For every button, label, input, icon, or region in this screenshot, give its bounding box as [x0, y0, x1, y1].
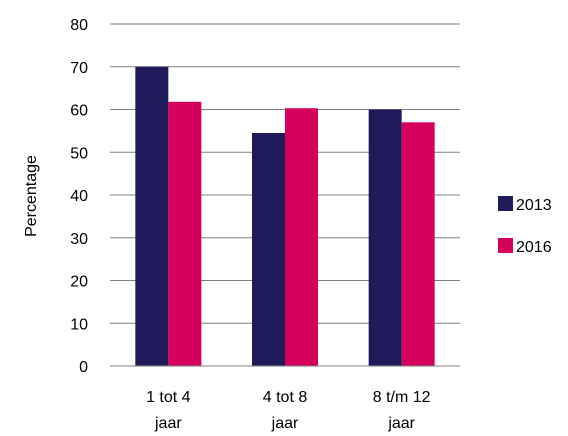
- x-category-label: jaar: [154, 415, 182, 432]
- bar-2016-2: [285, 108, 318, 366]
- x-category-label: 1 tot 4: [146, 389, 191, 406]
- y-tick-label: 80: [70, 17, 88, 34]
- y-tick-label: 10: [70, 316, 88, 333]
- y-tick-label: 50: [70, 145, 88, 162]
- y-tick-label: 30: [70, 231, 88, 248]
- bar-2016-1: [168, 101, 202, 367]
- y-tick-label: 0: [79, 359, 88, 376]
- legend-label: 2013: [516, 197, 552, 214]
- y-axis-ticks: 0 10 20 30 40 50 60 70 80: [70, 17, 88, 376]
- legend-swatch-2016: [498, 238, 513, 253]
- y-tick-label: 60: [70, 103, 88, 120]
- x-category-label: jaar: [271, 415, 299, 432]
- legend-label: 2016: [516, 239, 552, 256]
- x-category-label: 8 t/m 12: [373, 389, 431, 406]
- bar-2013-1: [135, 66, 169, 366]
- y-axis-label: Percentage: [23, 155, 40, 237]
- y-tick-label: 70: [70, 60, 88, 77]
- bars: [135, 66, 435, 367]
- legend: 2013 2016: [498, 196, 552, 256]
- x-axis-categories: 1 tot 4 jaar 4 tot 8 jaar 8 t/m 12 jaar: [146, 389, 431, 432]
- x-category-label: jaar: [387, 415, 415, 432]
- x-category-label: 4 tot 8: [263, 389, 308, 406]
- bar-2016-3: [401, 122, 435, 366]
- bar-2013-2: [252, 133, 285, 366]
- y-tick-label: 20: [70, 274, 88, 291]
- bar-2013-3: [368, 109, 402, 366]
- legend-swatch-2013: [498, 196, 513, 211]
- y-tick-label: 40: [70, 188, 88, 205]
